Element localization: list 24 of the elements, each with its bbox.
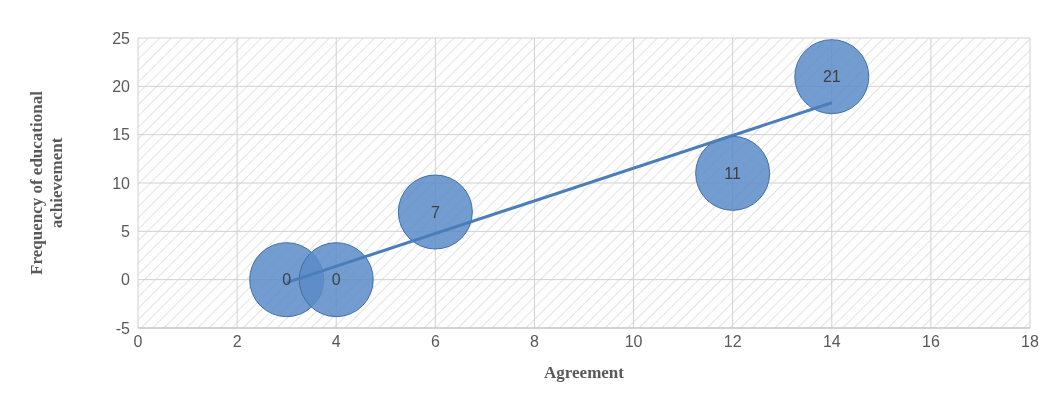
x-tick-label: 4 xyxy=(331,333,341,351)
y-axis-title: Frequency of educational achievement xyxy=(27,90,66,275)
data-label: 11 xyxy=(724,165,742,183)
x-tick-label: 6 xyxy=(430,333,440,351)
x-tick-label: 12 xyxy=(723,333,742,351)
y-tick-label: 25 xyxy=(112,29,131,47)
x-tick-label: 16 xyxy=(921,333,940,351)
x-tick-label: 0 xyxy=(133,333,143,351)
data-label: 7 xyxy=(430,203,440,221)
y-tick-label: 10 xyxy=(112,174,131,192)
data-label: 21 xyxy=(822,68,841,86)
x-tick-label: 18 xyxy=(1021,333,1039,351)
y-tick-label: 15 xyxy=(112,126,131,144)
y-tick-label: 0 xyxy=(121,271,131,289)
data-label: 0 xyxy=(282,271,292,289)
x-tick-label: 10 xyxy=(624,333,643,351)
y-tick-label: 20 xyxy=(112,78,131,96)
x-tick-label: 2 xyxy=(232,333,242,351)
y-tick-label: 5 xyxy=(121,223,131,241)
y-tick-label: -5 xyxy=(115,319,131,337)
x-axis-title: Agreement xyxy=(544,363,625,382)
data-label: 0 xyxy=(331,271,341,289)
x-tick-label: 8 xyxy=(529,333,539,351)
x-tick-label: 14 xyxy=(822,333,841,351)
